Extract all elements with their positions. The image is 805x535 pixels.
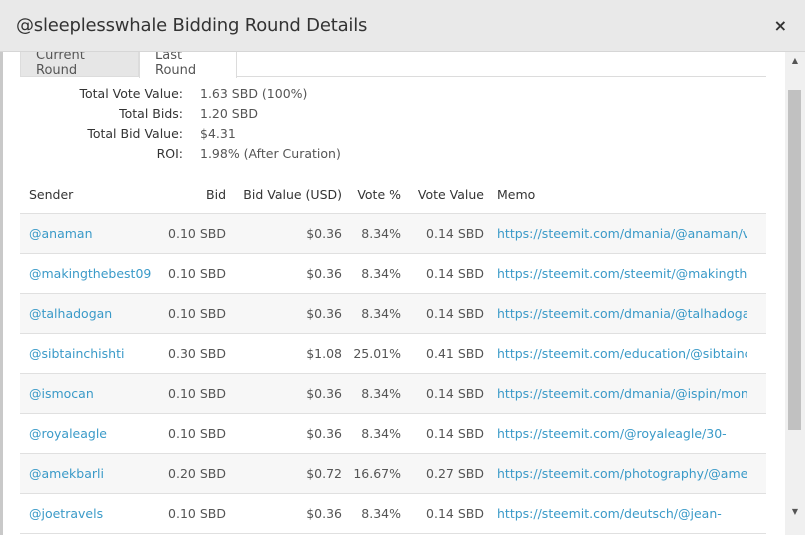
vote-pct-cell: 8.34% — [361, 386, 401, 401]
vote-value-cell: 0.14 SBD — [426, 266, 484, 281]
vote-value-cell: 0.27 SBD — [426, 466, 484, 481]
sender-link[interactable]: @makingthebest09 — [29, 266, 152, 281]
sender-link[interactable]: @joetravels — [29, 506, 104, 521]
vote-pct-cell: 8.34% — [361, 306, 401, 321]
scrollbar[interactable]: ▲ ▼ — [785, 52, 805, 535]
modal-body: Current Round Last Round Total Vote Valu… — [3, 52, 785, 535]
bid-value-cell: $0.36 — [306, 266, 342, 281]
bid-cell: 0.10 SBD — [168, 426, 226, 441]
table-row: @talhadogan 0.10 SBD $0.36 8.34% 0.14 SBD htt… — [20, 294, 766, 334]
modal-header: @sleeplesswhale Bidding Round Details × — [0, 0, 805, 52]
vote-value-cell: 0.14 SBD — [426, 306, 484, 321]
summary-value: $4.31 — [200, 126, 236, 141]
bid-cell: 0.10 SBD — [168, 506, 226, 521]
vote-pct-cell: 16.67% — [353, 466, 401, 481]
col-memo: Memo — [497, 187, 536, 202]
tab-last-round[interactable]: Last Round — [139, 52, 237, 78]
vote-value-cell: 0.14 SBD — [426, 226, 484, 241]
vote-pct-cell: 8.34% — [361, 266, 401, 281]
scroll-thumb[interactable] — [788, 90, 801, 430]
summary-label: Total Bid Value: — [87, 126, 183, 141]
modal-title: @sleeplesswhale Bidding Round Details — [16, 15, 368, 36]
table-row: @amekbarli 0.20 SBD $0.72 16.67% 0.27 SBD htt… — [20, 454, 766, 494]
bid-cell: 0.10 SBD — [168, 386, 226, 401]
vote-pct-cell: 25.01% — [353, 346, 401, 361]
col-vote-value: Vote Value — [417, 187, 484, 202]
backdrop-edge — [0, 52, 3, 535]
col-sender: Sender — [29, 187, 74, 202]
memo-link[interactable]: https://steemit.com/dmania/@ispin/mone — [497, 386, 747, 401]
sender-link[interactable]: @royaleagle — [29, 426, 107, 441]
bids-table: Sender Bid Bid Value (USD) Vote % Vote V… — [20, 174, 766, 534]
sender-link[interactable]: @anaman — [29, 226, 93, 241]
col-bid: Bid — [206, 187, 226, 202]
memo-link[interactable]: https://steemit.com/@royaleagle/30- — [497, 426, 727, 441]
bid-value-cell: $0.36 — [306, 226, 342, 241]
vote-value-cell: 0.14 SBD — [426, 426, 484, 441]
sender-link[interactable]: @sibtainchishti — [29, 346, 125, 361]
col-bid-value: Bid Value (USD) — [243, 187, 342, 202]
vote-value-cell: 0.41 SBD — [426, 346, 484, 361]
bid-cell: 0.20 SBD — [168, 466, 226, 481]
memo-link[interactable]: https://steemit.com/photography/@amek — [497, 466, 747, 481]
bid-value-cell: $0.72 — [306, 466, 342, 481]
table-row: @royaleagle 0.10 SBD $0.36 8.34% 0.14 SBD htt… — [20, 414, 766, 454]
bid-value-cell: $0.36 — [306, 506, 342, 521]
round-tabs: Current Round Last Round — [20, 52, 766, 78]
memo-link[interactable]: https://steemit.com/deutsch/@jean- — [497, 506, 722, 521]
table-row: @anaman 0.10 SBD $0.36 8.34% 0.14 SBD https:/… — [20, 214, 766, 254]
summary-label: Total Vote Value: — [79, 86, 184, 101]
close-icon[interactable]: × — [773, 16, 787, 35]
memo-link[interactable]: https://steemit.com/dmania/@talhadogan — [497, 306, 747, 321]
table-body: @anaman 0.10 SBD $0.36 8.34% 0.14 SBD https:/… — [20, 214, 766, 534]
table-row: @joetravels 0.10 SBD $0.36 8.34% 0.14 SBD htt… — [20, 494, 766, 534]
table-row: @makingthebest09 0.10 SBD $0.36 8.34% 0.14 S… — [20, 254, 766, 294]
summary-label: ROI: — [156, 146, 183, 161]
bid-cell: 0.30 SBD — [168, 346, 226, 361]
bid-value-cell: $0.36 — [306, 386, 342, 401]
summary-value: 1.63 SBD (100%) — [200, 86, 308, 101]
memo-link[interactable]: https://steemit.com/steemit/@makingthel — [497, 266, 747, 281]
bid-cell: 0.10 SBD — [168, 306, 226, 321]
scroll-up-icon[interactable]: ▲ — [791, 56, 799, 65]
summary-value: 1.20 SBD — [200, 106, 258, 121]
vote-value-cell: 0.14 SBD — [426, 386, 484, 401]
bid-value-cell: $0.36 — [306, 426, 342, 441]
col-vote-pct: Vote % — [357, 187, 401, 202]
vote-pct-cell: 8.34% — [361, 226, 401, 241]
summary-label: Total Bids: — [119, 106, 183, 121]
memo-link[interactable]: https://steemit.com/education/@sibtaincl — [497, 346, 747, 361]
scroll-down-icon[interactable]: ▼ — [791, 507, 799, 516]
table-header: Sender Bid Bid Value (USD) Vote % Vote V… — [20, 174, 766, 214]
vote-pct-cell: 8.34% — [361, 426, 401, 441]
table-row: @sibtainchishti 0.30 SBD $1.08 25.01% 0.41 S… — [20, 334, 766, 374]
vote-pct-cell: 8.34% — [361, 506, 401, 521]
bid-cell: 0.10 SBD — [168, 226, 226, 241]
vote-value-cell: 0.14 SBD — [426, 506, 484, 521]
bid-value-cell: $1.08 — [306, 346, 342, 361]
bid-value-cell: $0.36 — [306, 306, 342, 321]
table-row: @ismocan 0.10 SBD $0.36 8.34% 0.14 SBD https:… — [20, 374, 766, 414]
sender-link[interactable]: @ismocan — [29, 386, 94, 401]
tab-current-round[interactable]: Current Round — [20, 52, 139, 78]
sender-link[interactable]: @amekbarli — [29, 466, 104, 481]
sender-link[interactable]: @talhadogan — [29, 306, 113, 321]
summary-value: 1.98% (After Curation) — [200, 146, 341, 161]
memo-link[interactable]: https://steemit.com/dmania/@anaman/va — [497, 226, 747, 241]
bid-cell: 0.10 SBD — [168, 266, 226, 281]
